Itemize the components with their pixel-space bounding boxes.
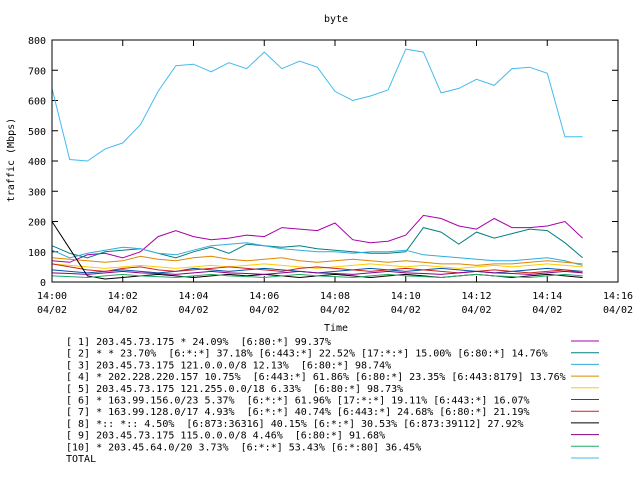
- x-tick-time: 14:10: [391, 291, 421, 302]
- y-tick-label: 800: [28, 36, 46, 47]
- y-tick-label: 300: [28, 187, 46, 198]
- x-tick-date: 04/02: [37, 305, 67, 316]
- series-lines: [51, 48, 583, 280]
- series-line-2: [51, 227, 583, 259]
- y-axis-ticks: 0 100 200 300 400 500 600 700 800: [28, 36, 618, 289]
- y-axis-label: traffic (Mbps): [6, 118, 17, 202]
- plot-frame: [51, 39, 619, 283]
- series-line-1: [51, 214, 583, 263]
- legend-label: [ 1] 203.45.73.175 * 24.09% [6:80:*] 99.…: [66, 337, 331, 348]
- x-tick-time: 14:12: [461, 291, 491, 302]
- x-tick-date: 04/02: [461, 305, 491, 316]
- series-line-10: [51, 273, 583, 279]
- legend-label: TOTAL: [66, 454, 96, 465]
- x-tick-date: 04/02: [532, 305, 562, 316]
- x-tick-date: 04/02: [178, 305, 208, 316]
- x-tick-time: 14:14: [532, 291, 562, 302]
- legend-label: [ 6] * 163.99.156.0/23 5.37% [6:*:*] 61.…: [66, 396, 530, 407]
- legend-label: [ 7] * 163.99.128.0/17 4.93% [6:*:*] 40.…: [66, 407, 530, 418]
- x-tick-time: 14:08: [320, 291, 350, 302]
- y-tick-label: 400: [28, 157, 46, 168]
- series-line-3: [51, 242, 583, 266]
- x-tick-time: 14:16: [603, 291, 633, 302]
- y-tick-label: 200: [28, 218, 46, 229]
- legend-label: [ 9] 203.45.73.175 115.0.0.0/8 4.46% [6:…: [66, 431, 385, 442]
- y-tick-label: 100: [28, 248, 46, 259]
- legend-label: [ 4] * 202.228.220.157 10.75% [6:443:*] …: [66, 372, 566, 383]
- series-line-11: [51, 48, 583, 162]
- legend-label: [ 2] * * 23.70% [6:*:*] 37.18% [6:443:*]…: [66, 349, 548, 360]
- legend: [ 1] 203.45.73.175 * 24.09% [6:80:*] 99.…: [66, 337, 599, 465]
- x-tick-date: 04/02: [108, 305, 138, 316]
- series-line-4: [51, 255, 583, 266]
- x-tick-time: 14:04: [178, 291, 208, 302]
- legend-label: [ 5] 203.45.73.175 121.255.0.0/18 6.33% …: [66, 384, 403, 395]
- x-tick-date: 04/02: [603, 305, 633, 316]
- series-line-9: [51, 270, 583, 275]
- series-line-7: [51, 263, 583, 274]
- series-line-5: [51, 263, 583, 269]
- legend-label: [10] * 203.45.64.0/20 3.73% [6:*:*] 53.4…: [66, 442, 421, 453]
- x-tick-time: 14:00: [37, 291, 67, 302]
- legend-label: [ 3] 203.45.73.175 121.0.0.0/8 12.13% [6…: [66, 360, 391, 371]
- x-tick-time: 14:02: [108, 291, 138, 302]
- chart-title: byte: [324, 14, 348, 25]
- x-tick-time: 14:06: [249, 291, 279, 302]
- x-axis-label: Time: [324, 323, 348, 334]
- x-tick-date: 04/02: [249, 305, 279, 316]
- legend-label: [ 8] *:: *:: 4.50% [6:873:36316] 40.15% …: [66, 419, 524, 430]
- y-tick-label: 500: [28, 127, 46, 138]
- x-tick-date: 04/02: [320, 305, 350, 316]
- y-tick-label: 600: [28, 97, 46, 108]
- x-tick-date: 04/02: [391, 305, 421, 316]
- y-tick-label: 0: [40, 278, 46, 289]
- y-tick-label: 700: [28, 66, 46, 77]
